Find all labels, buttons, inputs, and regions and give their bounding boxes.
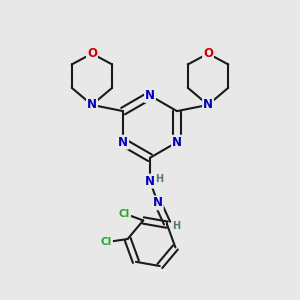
Text: N: N [118,136,128,149]
Text: N: N [203,98,213,111]
Text: Cl: Cl [101,237,112,247]
Text: N: N [145,175,155,188]
Text: Cl: Cl [119,208,130,219]
Text: O: O [203,47,213,60]
Text: H: H [154,174,163,184]
Text: N: N [145,89,155,102]
Text: N: N [172,136,182,149]
Text: N: N [87,98,97,111]
Text: N: N [153,196,163,209]
Text: O: O [87,47,97,60]
Text: H: H [172,221,181,231]
